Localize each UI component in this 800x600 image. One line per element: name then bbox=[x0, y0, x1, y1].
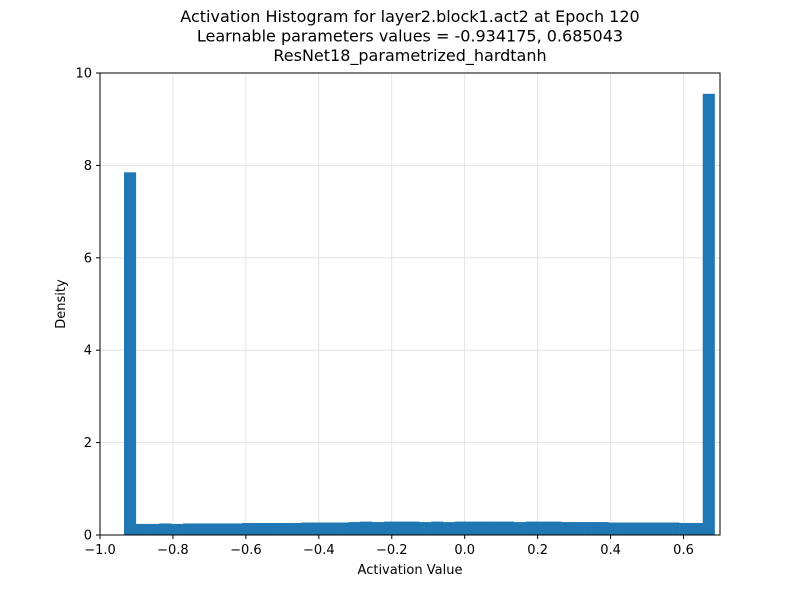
histogram-bar bbox=[383, 521, 396, 535]
histogram-bar bbox=[206, 523, 219, 535]
histogram-bar bbox=[324, 522, 337, 535]
histogram-bar bbox=[301, 522, 314, 535]
grid-lines bbox=[99, 72, 720, 536]
x-tick-label: −0.4 bbox=[303, 543, 335, 558]
histogram-bar bbox=[513, 522, 526, 535]
histogram-bar bbox=[608, 522, 621, 535]
chart-title-line: Learnable parameters values = -0.934175,… bbox=[197, 27, 623, 46]
histogram-bar bbox=[242, 522, 255, 535]
histogram-bar bbox=[253, 522, 267, 535]
x-tick-label: −1.0 bbox=[84, 543, 116, 558]
histogram-bar bbox=[124, 172, 137, 535]
histogram-bar bbox=[218, 523, 231, 535]
histogram-bar bbox=[490, 521, 503, 535]
y-tick-label: 0 bbox=[84, 529, 92, 544]
x-axis-ticks: −1.0 −0.8 −0.6 −0.4 −0.2 0.0 0.2 0.4 0.6 bbox=[84, 535, 694, 558]
histogram-bar bbox=[431, 521, 444, 535]
histogram-bar bbox=[525, 521, 538, 535]
x-axis-label: Activation Value bbox=[358, 563, 463, 578]
histogram-bar bbox=[537, 521, 550, 535]
histogram-bar bbox=[348, 522, 361, 535]
y-tick-label: 4 bbox=[84, 344, 92, 359]
histogram-bar bbox=[572, 522, 585, 535]
x-tick-label: −0.8 bbox=[157, 543, 189, 558]
histogram-bar bbox=[478, 521, 491, 535]
y-tick-label: 6 bbox=[84, 251, 92, 266]
histogram-bar bbox=[702, 93, 715, 535]
histogram-bar bbox=[690, 522, 704, 535]
histogram-bar bbox=[442, 522, 456, 535]
histogram-bar bbox=[620, 522, 633, 535]
y-axis-ticks: 0 2 4 6 8 10 bbox=[75, 67, 100, 544]
x-tick-label: −0.2 bbox=[376, 543, 408, 558]
histogram-bar bbox=[159, 523, 172, 535]
x-tick-label: 0.6 bbox=[673, 543, 694, 558]
plot-frame bbox=[99, 72, 721, 536]
histogram-bar bbox=[194, 523, 207, 535]
histogram-bar bbox=[596, 522, 609, 535]
histogram-bar bbox=[265, 522, 278, 535]
histogram-bar bbox=[147, 523, 160, 535]
histogram-bar bbox=[183, 523, 196, 535]
histogram-bar bbox=[631, 522, 644, 535]
histogram-bar bbox=[501, 521, 515, 535]
histogram-bar bbox=[407, 521, 420, 535]
chart-title: Activation Histogram for layer2.block1.a… bbox=[180, 7, 639, 66]
y-tick-label: 10 bbox=[75, 67, 92, 82]
x-tick-label: −0.6 bbox=[230, 543, 262, 558]
histogram-bar bbox=[419, 522, 432, 535]
histogram-bar bbox=[289, 522, 302, 535]
histogram-bar bbox=[679, 522, 692, 535]
histogram-bar bbox=[667, 522, 680, 535]
histogram-bar bbox=[230, 523, 243, 535]
y-axis-label: Density bbox=[54, 279, 69, 329]
histogram-bar bbox=[277, 522, 290, 535]
x-tick-label: 0.4 bbox=[600, 543, 621, 558]
histogram-bar bbox=[395, 521, 408, 535]
histogram-bar bbox=[655, 522, 668, 535]
histogram-bar bbox=[561, 522, 574, 535]
x-tick-label: 0.0 bbox=[454, 543, 475, 558]
histogram-bar bbox=[360, 521, 373, 535]
histogram-bar bbox=[135, 523, 148, 535]
chart-title-line: Activation Histogram for layer2.block1.a… bbox=[180, 7, 639, 26]
histogram-bar bbox=[454, 521, 467, 535]
histogram-bar bbox=[336, 522, 349, 535]
chart-title-line: ResNet18_parametrized_hardtanh bbox=[273, 46, 546, 66]
x-tick-label: 0.2 bbox=[527, 543, 548, 558]
histogram-bar bbox=[466, 521, 479, 535]
y-tick-label: 8 bbox=[84, 159, 92, 174]
histogram-bar bbox=[549, 521, 562, 535]
histogram-bar bbox=[312, 522, 326, 535]
histogram-bar bbox=[171, 523, 184, 535]
histogram-bar bbox=[584, 522, 597, 535]
histogram-bar bbox=[643, 522, 656, 535]
histogram-bars bbox=[124, 93, 715, 535]
y-tick-label: 2 bbox=[84, 436, 92, 451]
histogram-bar bbox=[372, 522, 385, 535]
